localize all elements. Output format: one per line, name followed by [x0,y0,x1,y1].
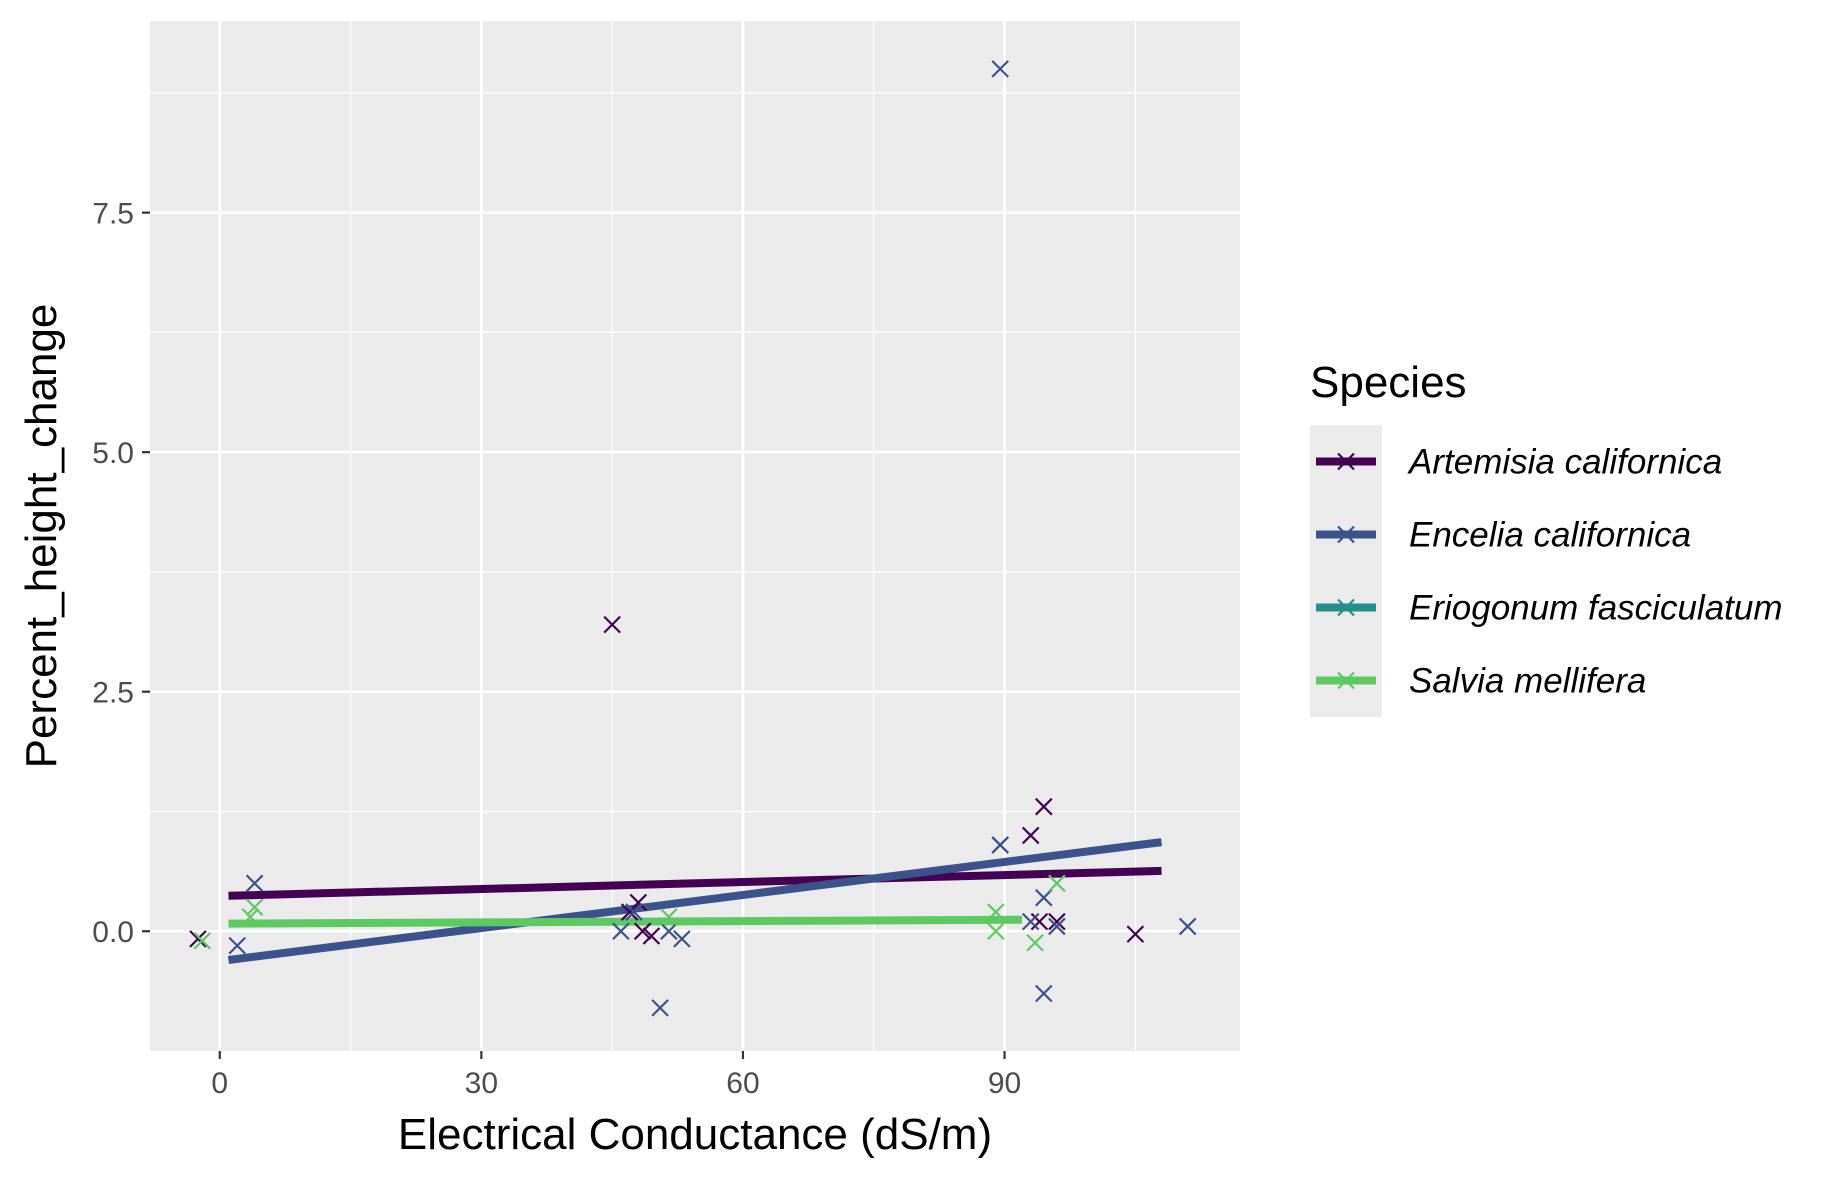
data-point [660,908,678,926]
legend-key-marker [1337,525,1355,544]
grid-major [150,21,1240,1051]
data-point [625,903,643,921]
data-point [1026,933,1044,952]
legend-key-marker [1337,452,1355,471]
y-axis-title: Percent_height_change [17,304,66,769]
data-point [1021,912,1040,931]
trend-line [228,866,1162,900]
data-point [1030,912,1049,931]
legend-items: Artemisia californica Encelia californica… [1310,425,1783,717]
data-point [1178,917,1197,936]
y-tick-label: 5.0 [92,437,134,470]
x-axis: 0 30 60 90 [211,1051,1021,1100]
y-tick-label: 7.5 [92,198,134,231]
data-point [987,922,1005,941]
y-axis: 0.0 2.5 5.0 7.5 [92,198,150,949]
data-point [1021,826,1040,845]
trend-lines [227,838,1163,964]
x-tick-label: 90 [988,1067,1021,1100]
data-point [612,922,630,941]
data-point [629,893,648,912]
legend: Species Artemisia californica Encelia cal… [1310,358,1783,717]
data-point [633,922,652,941]
y-tick-label: 0.0 [92,916,134,949]
data-point [1035,797,1053,816]
legend-key-marker [1337,671,1355,690]
legend-key-marker [1337,598,1355,617]
data-point [1035,888,1053,907]
data-point [1048,912,1066,931]
x-tick-label: 60 [726,1067,759,1100]
data-point [245,874,264,893]
legend-label: Encelia californica [1409,516,1691,555]
legend-title: Species [1310,358,1467,407]
data-point [189,930,207,948]
x-tick-label: 30 [465,1067,498,1100]
grid-minor [150,21,1240,1051]
data-point [651,999,669,1017]
data-point [1126,925,1145,943]
data-point [660,922,678,941]
legend-label: Salvia mellifera [1409,662,1646,701]
data-point [642,927,661,945]
x-tick-label: 0 [211,1067,228,1100]
data-point [1048,874,1066,893]
data-point [1035,984,1053,1003]
trend-line [227,838,1163,964]
data-point [987,903,1005,921]
trend-line [228,915,1023,928]
y-tick-label: 2.5 [92,677,134,710]
data-point [673,930,691,948]
data-point [228,936,246,955]
data-point [245,898,264,917]
data-point [193,932,212,950]
data-point [603,615,621,634]
data-point [241,908,260,926]
data-point [991,60,1009,78]
legend-label: Artemisia californica [1407,443,1722,482]
x-axis-title: Electrical Conductance (dS/m) [398,1110,992,1159]
legend-label: Eriogonum fasciculatum [1409,589,1783,628]
data-point [991,836,1009,854]
data-points [189,60,1197,1017]
data-point [1048,917,1066,936]
